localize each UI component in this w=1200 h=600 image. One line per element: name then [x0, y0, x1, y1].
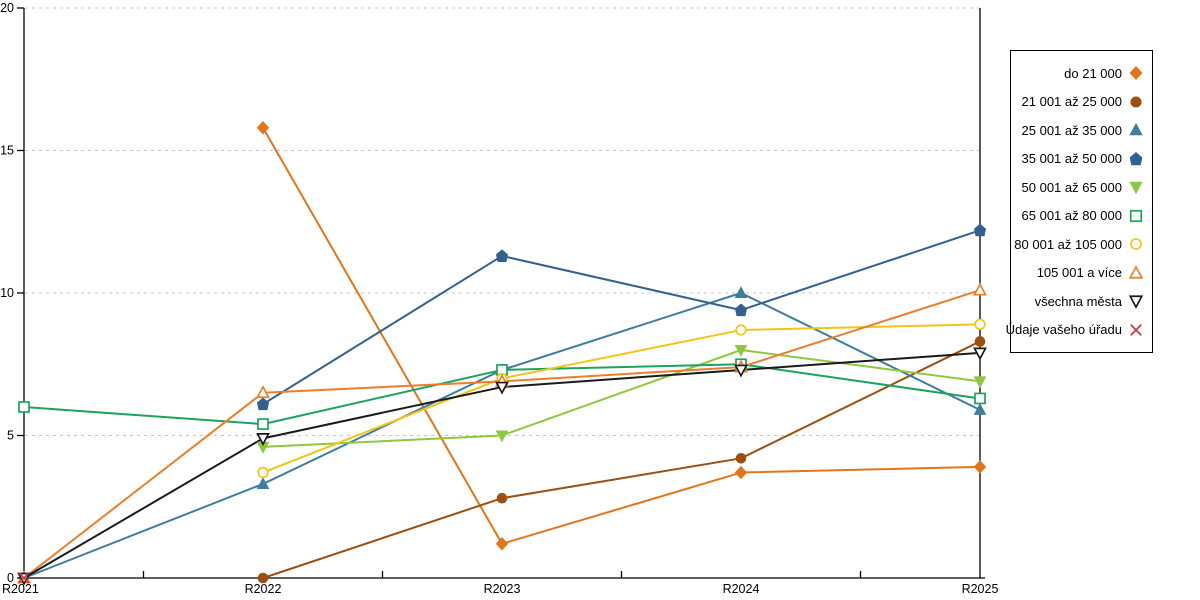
legend-label: 50 001 až 65 000 — [1021, 179, 1122, 195]
series-line — [262, 127, 981, 545]
data-point-marker-pentagon — [495, 249, 509, 262]
legend-marker-icon — [1130, 238, 1142, 251]
legend-marker-icon — [1129, 123, 1143, 136]
data-point-marker-triangle-up — [973, 282, 987, 296]
x-axis-tick-label: R2022 — [245, 582, 282, 596]
legend-marker-icon — [1129, 182, 1143, 195]
data-point-marker-triangle-down — [256, 433, 270, 446]
y-axis-tick-label: 15 — [0, 144, 14, 158]
data-point-marker-circle — [257, 572, 269, 584]
legend-label: 21 001 až 25 000 — [1021, 94, 1122, 110]
legend-marker-icon — [1129, 66, 1143, 81]
legend-label: všechna města — [1034, 293, 1122, 309]
legend-marker-icon — [1130, 96, 1142, 108]
data-point-marker-triangle-down — [495, 430, 509, 443]
data-point-marker-square — [974, 392, 986, 405]
data-point-marker-diamond — [256, 120, 270, 135]
legend-label: 25 001 až 35 000 — [1021, 122, 1122, 138]
data-point-marker-triangle-down — [734, 345, 748, 357]
legend-item: Údaje vašeho úřadu — [1006, 316, 1144, 345]
series-line — [262, 323, 981, 474]
series-line — [262, 340, 981, 579]
data-point-marker-triangle-down — [734, 364, 748, 378]
data-point-marker-triangle-up — [973, 402, 987, 415]
legend-item: do 21 000 — [1015, 59, 1144, 88]
data-point-marker-triangle-down — [1129, 182, 1143, 195]
series-line — [262, 349, 981, 448]
data-point-marker-x — [18, 572, 30, 584]
legend-item: 105 001 a více — [1015, 259, 1144, 288]
legend-item: 80 001 až 105 000 — [1014, 230, 1144, 259]
legend-marker-icon — [1128, 295, 1144, 310]
y-axis-tick-label: 5 — [7, 429, 14, 443]
legend-label: 35 001 až 50 000 — [1021, 151, 1122, 167]
data-point-marker-pentagon — [734, 303, 748, 317]
data-point-marker-triangle-down — [495, 381, 509, 395]
y-axis-tick-label: 0 — [7, 571, 14, 585]
data-point-marker-diamond — [734, 465, 748, 480]
legend-item: 21 001 až 25 000 — [1015, 88, 1144, 117]
legend-label: 80 001 až 105 000 — [1014, 236, 1122, 252]
legend-marker-icon — [1129, 151, 1143, 166]
data-point-marker-square — [18, 401, 30, 413]
data-point-marker-triangle-down — [1128, 295, 1144, 310]
data-point-marker-diamond — [1129, 66, 1143, 81]
data-point-marker-circle — [1130, 96, 1142, 108]
x-axis-tick-label: R2024 — [723, 582, 760, 596]
legend-item: všechna města — [1015, 287, 1144, 316]
data-point-marker-pentagon — [1129, 151, 1143, 166]
legend-label: 105 001 a více — [1036, 265, 1122, 281]
legend-marker-icon — [1130, 323, 1142, 336]
legend-marker-icon — [1128, 264, 1144, 279]
legend-item: 25 001 až 35 000 — [1015, 116, 1144, 145]
legend-label: do 21 000 — [1064, 65, 1122, 81]
data-point-marker-circle — [257, 466, 269, 479]
data-point-marker-triangle-up — [256, 385, 270, 399]
data-point-marker-circle — [735, 324, 747, 336]
data-point-marker-square — [257, 418, 269, 430]
legend-item: 50 001 až 65 000 — [1015, 173, 1144, 202]
y-axis-tick-label: 20 — [0, 1, 14, 15]
data-point-marker-triangle-up — [734, 286, 748, 298]
data-point-marker-triangle-up — [1129, 123, 1143, 136]
data-point-marker-triangle-down — [973, 347, 987, 361]
x-axis-tick-label: R2021 — [2, 582, 39, 596]
legend-label: 65 001 až 80 000 — [1021, 208, 1122, 224]
data-point-marker-x — [1130, 323, 1142, 336]
legend-item: 35 001 až 50 000 — [1015, 145, 1144, 174]
x-axis-tick-label: R2023 — [484, 582, 521, 596]
data-point-marker-circle — [1130, 238, 1142, 251]
x-axis-tick-label: R2025 — [962, 582, 999, 596]
legend-marker-icon — [1129, 209, 1143, 222]
data-point-marker-diamond — [495, 537, 509, 551]
data-point-marker-circle — [974, 318, 986, 331]
data-point-marker-circle — [974, 336, 986, 347]
data-point-marker-triangle-down — [973, 376, 987, 389]
legend-item: 65 001 až 80 000 — [1015, 202, 1144, 231]
data-point-marker-triangle-up — [1128, 264, 1144, 279]
y-axis-tick-label: 10 — [0, 286, 14, 300]
data-point-marker-diamond — [973, 460, 987, 474]
data-point-marker-pentagon — [973, 223, 987, 237]
data-point-marker-circle — [735, 453, 747, 464]
data-point-marker-circle — [496, 492, 508, 504]
data-point-marker-pentagon — [256, 397, 270, 411]
data-point-marker-triangle-up — [256, 477, 270, 489]
data-point-marker-square — [1129, 209, 1143, 222]
chart-legend: do 21 000 21 001 až 25 000 25 001 až 35 00… — [1006, 50, 1153, 353]
series-line — [262, 229, 981, 405]
legend-label: Údaje vašeho úřadu — [1005, 322, 1122, 338]
